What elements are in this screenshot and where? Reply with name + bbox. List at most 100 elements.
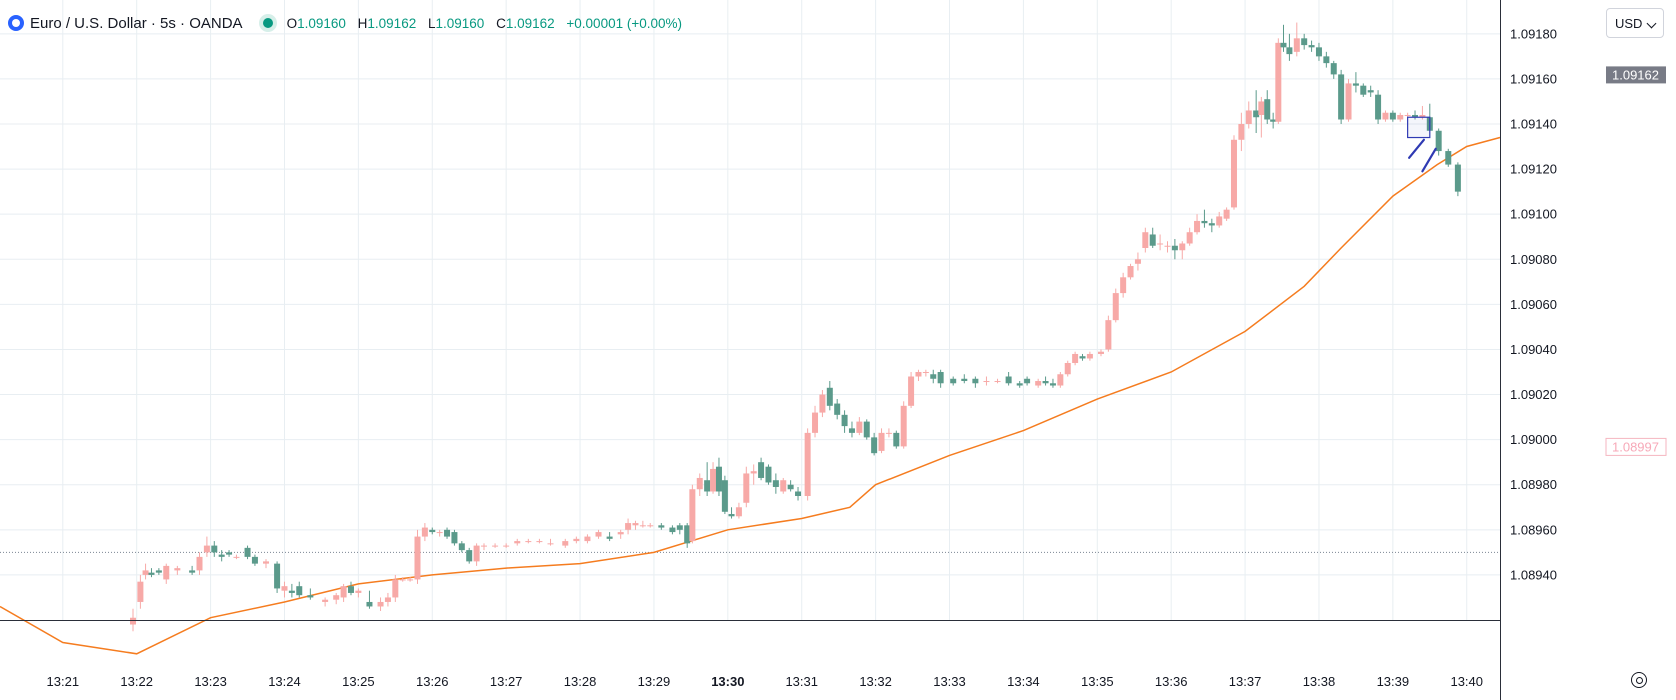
candle-body: [994, 381, 1001, 383]
candle-body: [772, 480, 779, 487]
candle: [684, 523, 691, 548]
candle-body: [1360, 85, 1367, 95]
candle-body: [1397, 114, 1404, 120]
x-tick-label: 13:39: [1377, 674, 1410, 689]
candle: [399, 577, 406, 582]
candle: [595, 529, 602, 539]
candle-body: [1238, 124, 1245, 140]
gear-icon[interactable]: [1631, 672, 1647, 688]
candle-body: [863, 421, 870, 438]
current-price-tag: [1606, 66, 1666, 84]
candle-body: [1275, 42, 1282, 122]
candle-body: [1064, 362, 1071, 375]
candle: [795, 486, 802, 501]
candle-body: [885, 432, 892, 434]
market-status-icon[interactable]: [262, 18, 273, 28]
x-tick-label: 13:38: [1303, 674, 1336, 689]
user-drawings[interactable]: [1407, 116, 1437, 173]
candle-body: [878, 432, 885, 451]
candle-body: [1105, 320, 1112, 350]
candle-body: [281, 586, 288, 591]
candle-body: [983, 381, 990, 383]
candle: [922, 369, 929, 377]
y-tick-label: 1.08940: [1510, 567, 1557, 582]
candle-body: [841, 414, 848, 427]
y-tick-label: 1.09140: [1510, 117, 1557, 132]
y-tick-label: 1.09100: [1510, 207, 1557, 222]
candle-body: [1345, 83, 1352, 120]
x-tick-label: 13:27: [490, 674, 523, 689]
candle: [1149, 227, 1156, 248]
candle: [1216, 211, 1223, 228]
candle: [514, 538, 521, 546]
candle-body: [915, 372, 922, 377]
candle-body: [1301, 38, 1308, 46]
candle-body: [196, 556, 203, 571]
candle-body: [787, 484, 794, 490]
candle-body: [1120, 277, 1127, 294]
candle: [1049, 378, 1056, 388]
candle-body: [812, 412, 819, 433]
candle-body: [1127, 266, 1134, 278]
candle-body: [972, 378, 979, 384]
candle-body: [142, 570, 149, 575]
candle-body: [1258, 101, 1265, 115]
candle-body: [251, 556, 258, 564]
candle-body: [429, 529, 436, 533]
candle-body: [1049, 383, 1056, 386]
x-tick-label: 13:22: [120, 674, 153, 689]
candle: [1258, 96, 1265, 138]
candle-body: [1270, 119, 1277, 122]
candle: [211, 541, 218, 557]
candle-body: [937, 372, 944, 384]
candle-body: [584, 536, 591, 542]
candle-body: [1057, 374, 1064, 386]
candle: [1397, 112, 1404, 122]
candle-body: [961, 378, 968, 382]
candle: [900, 401, 907, 449]
candle: [473, 543, 480, 566]
candle: [1105, 315, 1112, 352]
candle-body: [606, 536, 613, 539]
candle: [244, 545, 251, 560]
candle: [689, 484, 696, 544]
candle-body: [856, 421, 863, 433]
candle-body: [819, 394, 826, 413]
candle: [148, 568, 155, 578]
candle-body: [226, 552, 233, 555]
candle: [704, 462, 711, 496]
candle-body: [322, 599, 329, 602]
x-tick-label: 13:26: [416, 674, 449, 689]
close-label: C: [496, 15, 506, 31]
y-tick-label: 1.09080: [1510, 252, 1557, 267]
currency-selector[interactable]: USD: [1606, 8, 1664, 38]
candle: [1072, 351, 1079, 366]
candle-body: [163, 565, 170, 580]
symbol-title[interactable]: Euro / U.S. Dollar · 5s · OANDA: [30, 14, 243, 32]
candle-body: [710, 468, 717, 492]
candle: [625, 518, 632, 535]
candle: [787, 480, 794, 492]
candle: [1005, 372, 1012, 386]
candle: [1301, 33, 1308, 50]
candle: [915, 369, 922, 382]
candle-body: [1149, 234, 1156, 246]
candle: [263, 559, 270, 569]
candle-body: [743, 473, 750, 503]
candle: [429, 527, 436, 535]
candle: [772, 473, 779, 494]
candle: [819, 390, 826, 418]
candle: [972, 376, 979, 388]
candle: [841, 410, 848, 433]
candle: [1264, 90, 1271, 124]
candle: [274, 561, 281, 593]
low-value: 1.09160: [435, 15, 485, 31]
high-value: 1.09162: [367, 15, 417, 31]
candle-body: [340, 586, 347, 598]
candle: [812, 405, 819, 438]
low-label: L: [427, 15, 436, 31]
x-tick-label: 13:35: [1081, 674, 1114, 689]
candle: [617, 529, 624, 539]
candle-body: [617, 532, 624, 535]
